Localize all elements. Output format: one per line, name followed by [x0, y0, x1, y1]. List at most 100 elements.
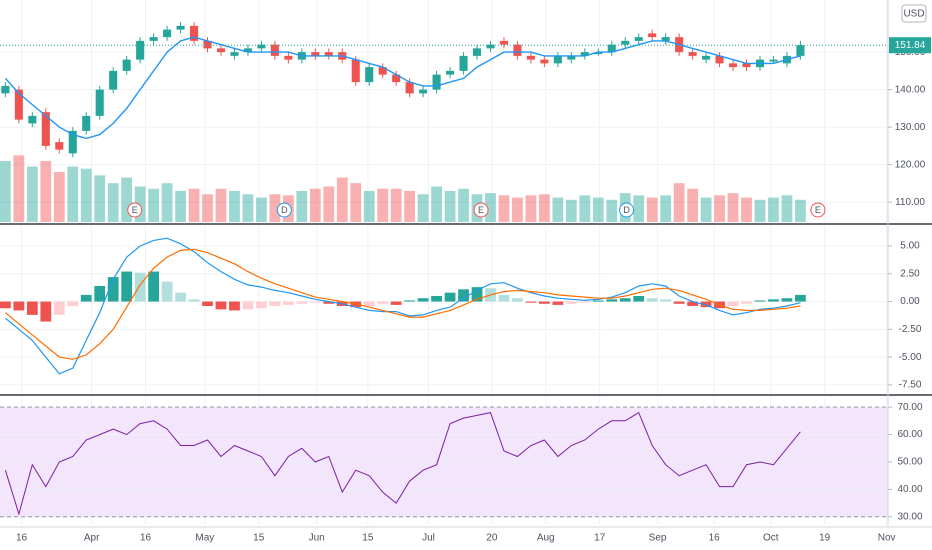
volume-bar [323, 186, 335, 222]
volume-bar [256, 197, 267, 222]
histogram-bar [417, 298, 429, 302]
background-layer [0, 0, 888, 525]
histogram-bar [242, 301, 254, 310]
candle-body [14, 89, 23, 120]
histogram-bar [431, 296, 442, 302]
histogram-bar [633, 296, 645, 302]
candle-body [513, 44, 522, 56]
volume-bar [26, 166, 38, 222]
histogram-bar [282, 301, 294, 305]
x-tick-label: Aug [537, 533, 555, 544]
last-price-box [889, 37, 931, 54]
histogram-bar [161, 281, 173, 302]
x-tick-label: Oct [763, 533, 779, 544]
candle-body [607, 44, 616, 53]
candle-body [270, 44, 279, 56]
y-tick-label: 0.00 [900, 296, 920, 307]
volume-bar [431, 186, 442, 222]
y-tick-label: 2.50 [900, 268, 920, 279]
last-price-label: 151.84 [895, 40, 926, 51]
volume-bar [148, 188, 160, 222]
x-tick-label: May [195, 533, 214, 544]
volume-bar [94, 175, 106, 222]
candle-body [728, 63, 738, 68]
volume-bar [215, 188, 227, 222]
volume-bar [795, 199, 806, 222]
volume-bar [417, 194, 429, 222]
volume-bar [741, 197, 752, 222]
currency-box[interactable] [901, 4, 927, 23]
volume-bar [485, 193, 496, 222]
candle-body [486, 44, 495, 49]
volume-bar [363, 190, 375, 222]
histogram-bar [229, 301, 240, 311]
histogram-bar [390, 301, 402, 305]
candle-body [540, 59, 549, 64]
candle-body [472, 48, 482, 56]
macd-line [5, 237, 801, 375]
x-tick-label: Jul [422, 533, 435, 544]
volume-bar [444, 190, 456, 222]
x-tick-label: 15 [362, 533, 374, 544]
histogram-bar [673, 301, 685, 304]
candle-body [1, 85, 10, 94]
histogram-bar [323, 301, 335, 304]
candle-body [136, 40, 145, 60]
candle-body [688, 52, 697, 56]
histogram-bar [565, 301, 577, 304]
volume-bar [579, 195, 591, 222]
candle-body [163, 29, 172, 38]
histogram-bar [309, 301, 321, 303]
histogram-bar [458, 289, 469, 302]
volume-bar [296, 190, 308, 222]
y-tick-label: 30.00 [897, 511, 922, 522]
x-tick-label: 17 [594, 533, 606, 544]
volume-bar [700, 197, 712, 222]
candle-body [216, 48, 226, 53]
y-tick-label: 5.00 [900, 241, 920, 252]
x-tick-label: Nov [878, 533, 896, 544]
candle-body [567, 55, 576, 60]
candle-body [149, 37, 158, 41]
histogram-bar [107, 277, 119, 302]
y-tick-label: 140.00 [895, 84, 926, 95]
histogram-bar [741, 301, 752, 304]
candle-body [661, 37, 670, 41]
histogram-bar [67, 301, 79, 306]
event-marker [810, 202, 826, 218]
volume-bar [350, 183, 362, 222]
candle-body [68, 130, 77, 154]
histogram-bar [296, 301, 308, 304]
volume-bar [107, 183, 119, 222]
histogram-bar [0, 301, 11, 309]
histogram-bar [175, 292, 186, 302]
candle-body [95, 89, 104, 116]
candle-body [82, 115, 91, 131]
candle-body [526, 55, 535, 60]
histogram-bar [148, 271, 160, 302]
candle-body [419, 89, 428, 94]
candle-body [324, 52, 333, 56]
y-tick-label: 50.00 [897, 457, 922, 468]
candle-body [365, 67, 374, 83]
histogram-bar [40, 301, 52, 322]
volume-bar [606, 199, 618, 222]
volume-bar [242, 194, 254, 222]
volume-bar [781, 195, 793, 222]
volume-bar [458, 188, 469, 222]
y-tick-label: -5.00 [899, 352, 922, 363]
candle-body [41, 112, 50, 146]
volume-bar [714, 195, 725, 222]
rsi-line [4, 411, 801, 516]
y-tick-label: -2.50 [899, 324, 922, 335]
signal-line [5, 248, 801, 360]
candle-body [459, 55, 468, 71]
y-tick-label: 70.00 [897, 402, 922, 413]
candle-body [176, 25, 185, 30]
volume-bar [727, 193, 739, 222]
histogram-bar [646, 298, 658, 302]
histogram-bar [471, 287, 483, 302]
volume-bar [229, 190, 240, 222]
y-tick-label: -7.50 [899, 380, 922, 391]
